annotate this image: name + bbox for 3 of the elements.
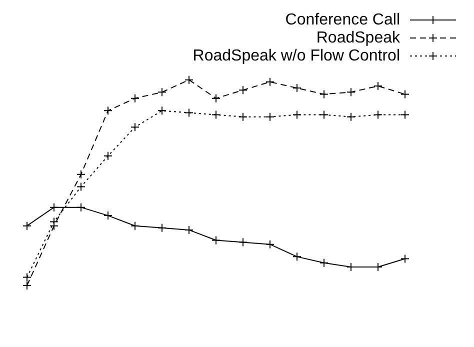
legend-label: RoadSpeak bbox=[316, 29, 401, 46]
legend-label: RoadSpeak w/o Flow Control bbox=[192, 47, 400, 64]
legend-label: Conference Call bbox=[285, 11, 400, 28]
